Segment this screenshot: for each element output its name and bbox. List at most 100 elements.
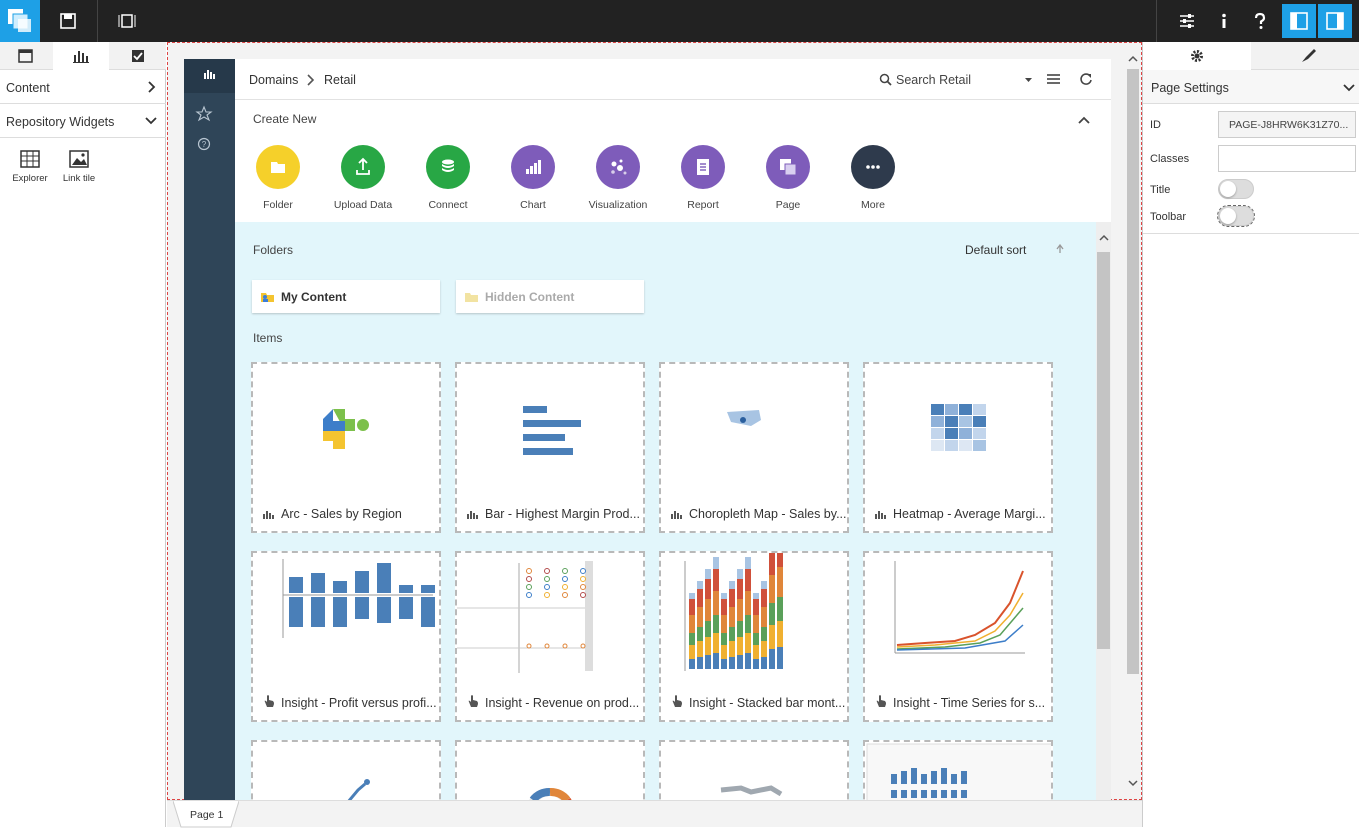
tile-label: Insight - Time Series for s... [893,696,1046,710]
create-new-item[interactable]: Upload Data [321,145,405,211]
field-label: ID [1150,119,1161,131]
widget-label: Explorer [12,173,48,184]
toggle-right-panel[interactable] [1318,4,1352,38]
field-label: Toolbar [1150,211,1187,223]
help-button[interactable] [1250,11,1270,34]
title-toggle[interactable] [1218,179,1254,199]
create-new-label: Upload Data [333,199,393,211]
widgets-tab[interactable] [53,42,109,70]
item-tile[interactable]: Bar - Highest Margin Prod... [455,362,645,533]
create-new-item[interactable]: Folder [236,145,320,211]
item-tile[interactable]: Arc - Sales by Region [251,362,441,533]
page-settings-header[interactable]: Page Settings [1143,70,1359,104]
breadcrumb-current: Retail [324,73,356,87]
list-view-button[interactable] [1047,73,1061,85]
classes-field[interactable] [1218,145,1356,172]
refresh-button[interactable] [1079,72,1093,86]
section-title: Create New [253,112,317,126]
item-tile[interactable] [863,740,1053,801]
create-new-item[interactable]: Chart [491,145,575,211]
create-new-label: Chart [520,199,546,211]
style-tab[interactable] [1251,42,1359,70]
page-tab-label: Page 1 [190,809,224,821]
field-label: Classes [1150,153,1190,165]
create-new-label: Visualization [588,199,648,211]
item-tile[interactable]: Heatmap - Average Margi... [863,362,1053,533]
create-new-label: Connect [428,199,468,211]
widget-label: Link tile [62,173,96,184]
folder-my-content[interactable]: My Content [252,280,440,313]
create-new-item[interactable]: Connect [406,145,490,211]
content-area: Folders Default sort My Content Hidden C… [235,222,1111,801]
create-new-label: Folder [263,199,293,211]
content-section[interactable]: Content [0,70,166,104]
inner-scrollbar[interactable] [1096,222,1111,801]
tile-label: Bar - Highest Margin Prod... [485,507,640,521]
section-title: Folders [253,243,294,257]
sidebar-favorites[interactable] [184,93,235,127]
item-tile[interactable]: Insight - Stacked bar mont... [659,551,849,722]
item-tile[interactable]: Insight - Profit versus profi... [251,551,441,722]
create-new-item[interactable]: Visualization [576,145,660,211]
create-new-label: Report [687,199,719,211]
field-label: Title [1150,184,1171,196]
tile-label: Insight - Stacked bar mont... [689,696,846,710]
section-title: Items [253,331,283,345]
item-tile[interactable] [659,740,849,801]
item-tile[interactable]: Insight - Time Series for s... [863,551,1053,722]
section-label: Content [6,81,50,95]
main-panel: Domains Retail Search Retail Create New … [235,59,1111,801]
item-tile[interactable] [251,740,441,801]
left-tabs [0,42,166,70]
toggle-left-panel[interactable] [1282,4,1316,38]
link-tile-widget[interactable]: Link tile [59,150,99,184]
preview-button[interactable] [117,11,137,34]
settings-tab[interactable] [1143,42,1251,70]
repository-widgets-section[interactable]: Repository Widgets [0,104,166,138]
create-new-section: Create New Folder Upload Data Connect Ch… [235,100,1111,222]
folder-label: My Content [281,290,347,304]
settings-button[interactable] [1177,11,1197,34]
item-tile[interactable]: Choropleth Map - Sales by... [659,362,849,533]
item-tile[interactable]: Insight - Revenue on prod... [455,551,645,722]
app-sidebar: ? [184,59,235,801]
app-logo[interactable] [0,0,40,42]
right-panel: Page Settings ID PAGE-J8HRW6K31Z70... Cl… [1142,42,1359,827]
panel-title: Page Settings [1151,81,1229,95]
sidebar-home[interactable] [184,59,235,93]
explorer-widget[interactable]: Explorer [10,150,50,184]
create-new-label: More [861,199,885,211]
id-field[interactable]: PAGE-J8HRW6K31Z70... [1218,111,1356,138]
create-new-item[interactable]: Page [746,145,830,211]
save-button[interactable] [58,11,78,34]
tile-label: Insight - Profit versus profi... [281,696,437,710]
canvas: ? Domains Retail Search Retail Create Ne… [167,42,1142,801]
svg-text:?: ? [202,140,207,149]
tile-label: Heatmap - Average Margi... [893,507,1046,521]
tile-label: Insight - Revenue on prod... [485,696,640,710]
id-value: PAGE-J8HRW6K31Z70... [1229,119,1349,131]
sidebar-help[interactable]: ? [184,127,235,161]
create-new-item[interactable]: More [831,145,915,211]
create-new-item[interactable]: Report [661,145,745,211]
page-tabs: Page 1 [167,800,1142,828]
create-new-label: Page [775,199,801,211]
tile-label: Choropleth Map - Sales by... [689,507,847,521]
item-tile[interactable] [455,740,645,801]
section-label: Repository Widgets [6,115,115,129]
canvas-scrollbar[interactable] [1126,51,1140,799]
sort-dropdown[interactable]: Default sort [965,243,1027,257]
breadcrumb-link[interactable]: Domains [249,73,299,87]
top-bar [0,0,1359,42]
folder-label: Hidden Content [485,290,575,304]
header: Domains Retail Search Retail [235,59,1111,100]
toolbar-toggle[interactable] [1217,205,1255,227]
properties-tab[interactable] [110,42,166,70]
info-button[interactable] [1214,11,1234,34]
search-box[interactable]: Search Retail [896,73,972,87]
left-panel: Content Repository Widgets Explorer Link… [0,42,166,827]
tile-label: Arc - Sales by Region [281,507,402,521]
folder-hidden-content[interactable]: Hidden Content [456,280,644,313]
layout-tab[interactable] [0,42,52,70]
